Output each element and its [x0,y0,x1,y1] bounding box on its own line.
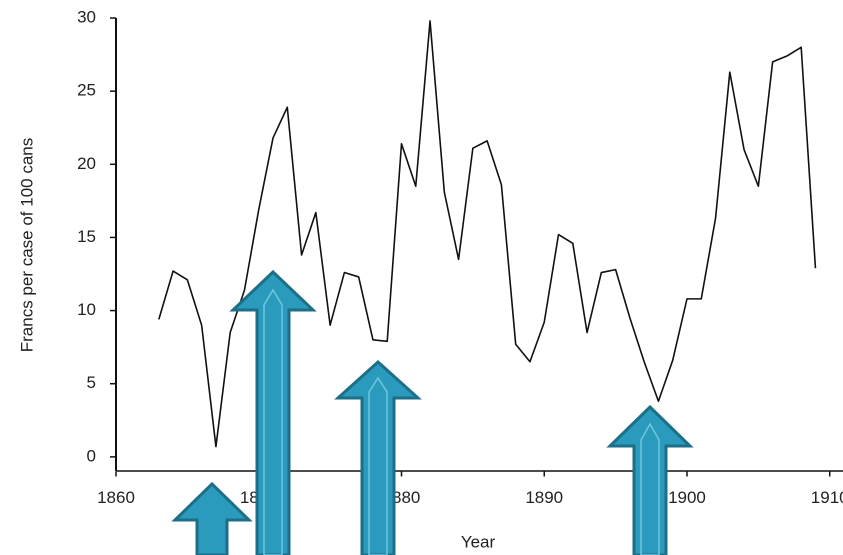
x-tick-label: 1860 [97,488,135,507]
arrow-highlight [263,288,283,555]
y-axis-label: Francs per case of 100 cans [17,138,36,353]
y-tick-label: 20 [77,154,96,173]
y-tick-label: 30 [77,7,96,26]
x-tick-label: 1890 [525,488,563,507]
x-axis-label: Year [461,532,496,551]
arrow [171,481,253,555]
arrow [334,359,422,555]
x-tick-label: 1900 [668,488,706,507]
y-tick-label: 10 [77,300,96,319]
arrow-highlight [640,422,660,555]
x-tick-label: 1910 [811,488,843,507]
y-tick-label: 25 [77,81,96,100]
line-series [158,20,817,448]
arrow-highlight [368,376,388,555]
plot: 051015202530186018701880189019001910 [77,7,843,507]
arrow [229,269,317,555]
arrow [606,404,694,555]
y-tick-label: 5 [87,373,96,392]
y-tick-label: 15 [77,227,96,246]
y-tick-label: 0 [87,446,96,465]
annotation-arrows [171,269,694,555]
